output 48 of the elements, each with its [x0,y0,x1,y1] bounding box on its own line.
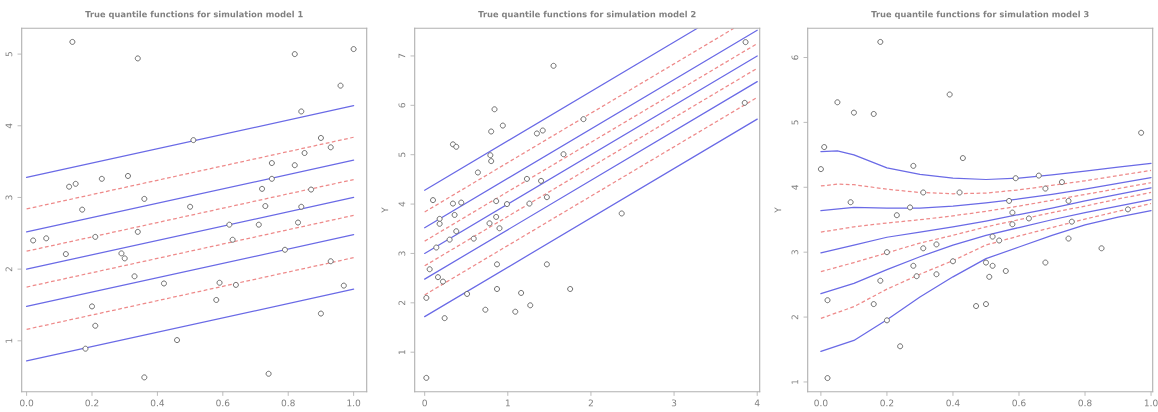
y-tick-label: 5 [398,152,406,157]
y-tick-label: 3 [398,251,406,256]
chart-title: True quantile functions for simulation model 1 [85,10,303,19]
y-axis-title: Y [381,207,389,213]
x-tick-label: 1 [505,399,510,407]
x-tick-label: 3 [671,399,677,407]
x-tick-label: 0.4 [150,399,165,407]
y-tick-label: 4 [398,201,406,207]
x-tick-label: 2 [588,399,593,407]
y-tick-label: 2 [5,267,13,272]
x-tick-label: 0.8 [1078,399,1092,407]
line-series [820,191,1152,273]
y-tick-label: 1 [791,379,799,384]
x-tick-label: 1.0 [1144,399,1158,407]
x-tick-label: 0.2 [85,399,99,407]
line-series [820,187,1152,254]
y-axis-title: Y [774,207,782,213]
x-tick-label: 0.8 [281,399,295,407]
x-tick-label: 0 [422,399,427,407]
x-tick-label: 0.6 [216,399,230,407]
y-tick-label: 1 [5,338,13,343]
chart-title: True quantile functions for simulation model 2 [478,10,696,19]
x-tick-label: 0.4 [946,399,960,407]
line-series [820,182,1152,233]
x-tick-label: 0.0 [20,399,34,407]
y-tick-label: 2 [791,315,799,320]
x-tick-label: 1.0 [347,399,361,407]
y-tick-label: 5 [5,52,13,57]
y-tick-label: 1 [398,350,406,355]
y-tick-label: 4 [5,123,13,129]
x-tick-label: 0.6 [1012,399,1026,407]
y-tick-label: 6 [398,103,406,108]
x-tick-label: 0.2 [880,399,894,407]
chart-title: True quantile functions for simulation model 3 [871,10,1089,19]
line-series [820,198,1152,295]
line-series [820,202,1152,319]
line-series [820,210,1152,353]
x-tick-label: 0.0 [814,399,828,407]
line-series [820,176,1152,212]
y-tick-label: 4 [791,184,799,190]
y-tick-label: 6 [791,55,799,60]
line-series [820,169,1152,195]
y-tick-label: 3 [791,250,799,255]
y-tick-label: 7 [398,53,406,59]
x-tick-label: 4 [754,399,760,407]
y-tick-label: 2 [398,300,406,306]
y-tick-label: 3 [5,195,13,200]
y-tick-label: 5 [791,120,799,125]
